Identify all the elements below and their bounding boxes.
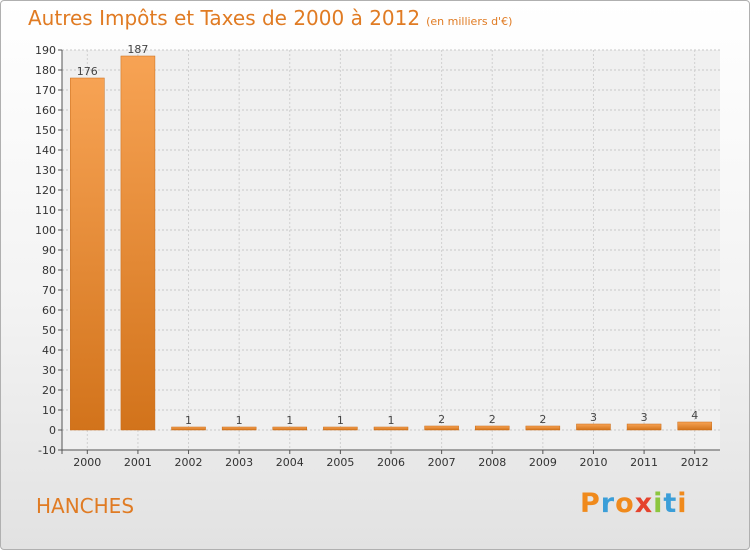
logo-letter: i: [677, 488, 688, 519]
bar-value-label: 2: [438, 413, 445, 426]
bar-value-label: 2: [489, 413, 496, 426]
y-tick-label: 70: [42, 284, 56, 297]
logo-letter: i: [653, 488, 664, 519]
x-tick-label: 2007: [428, 456, 456, 469]
y-tick-label: 140: [35, 144, 56, 157]
x-tick-label: 2004: [276, 456, 304, 469]
bar-value-label: 2: [539, 413, 546, 426]
y-tick-label: 110: [35, 204, 56, 217]
bar: [221, 426, 257, 431]
y-tick-label: 40: [42, 344, 56, 357]
x-tick-label: 2000: [73, 456, 101, 469]
y-tick-label: 50: [42, 324, 56, 337]
y-tick-label: 160: [35, 104, 56, 117]
y-tick-label: 20: [42, 384, 56, 397]
bar-value-label: 176: [77, 65, 98, 78]
x-tick-label: 2006: [377, 456, 405, 469]
y-tick-label: 190: [35, 44, 56, 57]
y-tick-label: 60: [42, 304, 56, 317]
y-tick-label: 10: [42, 404, 56, 417]
bar-value-label: 187: [127, 43, 148, 56]
bar-value-label: 1: [337, 414, 344, 427]
bar: [171, 426, 206, 431]
y-tick-label: 80: [42, 264, 56, 277]
bar: [373, 426, 409, 431]
bar: [626, 423, 662, 431]
bar: [474, 425, 510, 431]
bar: [120, 55, 156, 431]
bar-value-label: 1: [286, 414, 293, 427]
bar-value-label: 4: [691, 409, 698, 422]
y-tick-label: -10: [38, 444, 56, 457]
y-tick-label: 150: [35, 124, 56, 137]
bar: [70, 77, 105, 431]
x-tick-label: 2002: [175, 456, 203, 469]
bar: [525, 425, 561, 431]
bar: [677, 421, 712, 431]
proxiti-logo: Proxiti: [580, 488, 688, 519]
x-tick-label: 2008: [478, 456, 506, 469]
y-tick-label: 90: [42, 244, 56, 257]
unit-subtitle: (en milliers d'€): [426, 15, 513, 28]
y-tick-label: 170: [35, 84, 56, 97]
bar: [323, 426, 358, 431]
logo-letter: P: [580, 488, 601, 519]
chart-title: Autres Impôts et Taxes de 2000 à 2012 (en…: [28, 6, 512, 30]
y-tick-label: 120: [35, 184, 56, 197]
y-tick-label: 180: [35, 64, 56, 77]
y-tick-label: 100: [35, 224, 56, 237]
bar-value-label: 3: [641, 411, 648, 424]
logo-letter: r: [600, 488, 616, 519]
bar-value-label: 3: [590, 411, 597, 424]
title-text: Autres Impôts et Taxes de 2000 à 2012: [28, 6, 421, 30]
bar-value-label: 1: [185, 414, 192, 427]
x-tick-label: 2005: [326, 456, 354, 469]
x-tick-label: 2003: [225, 456, 253, 469]
bar: [424, 425, 459, 431]
x-tick-label: 2010: [579, 456, 607, 469]
x-tick-label: 2011: [630, 456, 658, 469]
bar: [272, 426, 308, 431]
logo-letter: o: [615, 488, 635, 519]
x-tick-label: 2012: [681, 456, 709, 469]
y-tick-label: 0: [49, 424, 56, 437]
bar-value-label: 1: [388, 414, 395, 427]
x-tick-label: 2001: [124, 456, 152, 469]
bar-value-label: 1: [236, 414, 243, 427]
y-tick-label: 130: [35, 164, 56, 177]
bar: [576, 423, 611, 431]
logo-letter: x: [634, 488, 654, 519]
logo-letter: t: [663, 488, 678, 519]
x-tick-label: 2009: [529, 456, 557, 469]
y-tick-label: 30: [42, 364, 56, 377]
commune-name: HANCHES: [36, 494, 135, 518]
